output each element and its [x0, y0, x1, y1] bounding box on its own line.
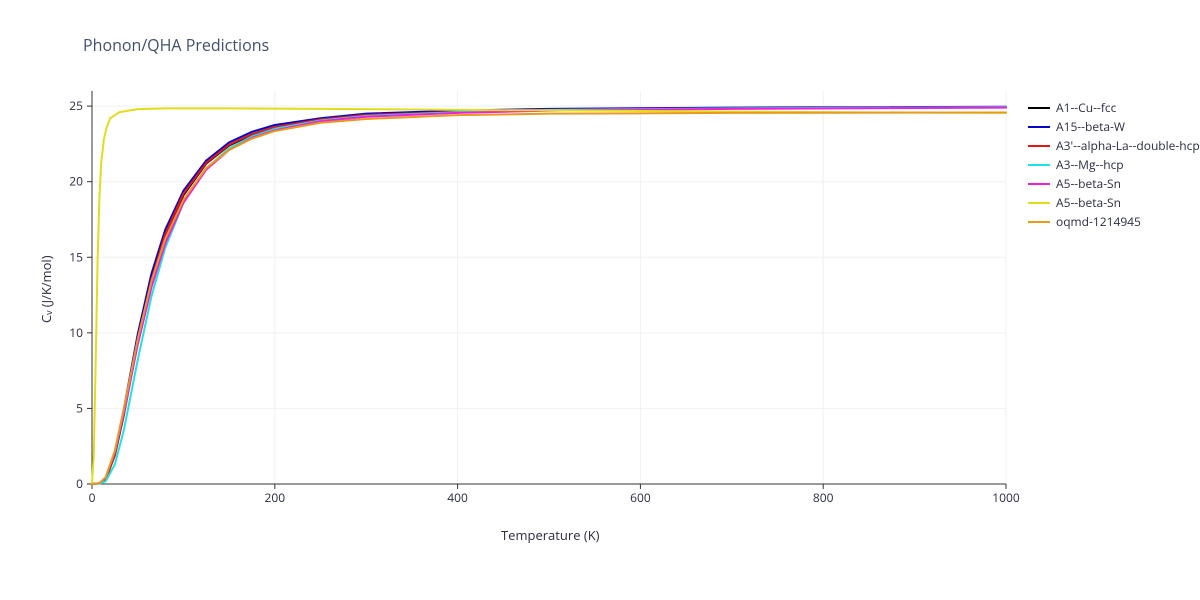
- legend-label: oqmd-1214945: [1056, 213, 1141, 230]
- legend-swatch: [1028, 183, 1050, 185]
- chart-legend: A1--Cu--fcc A15--beta-W A3'--alpha-La--dou…: [1028, 98, 1200, 231]
- legend-label: A1--Cu--fcc: [1056, 99, 1116, 116]
- legend-swatch: [1028, 164, 1050, 166]
- svg-text:1000: 1000: [992, 489, 1020, 506]
- legend-swatch: [1028, 126, 1050, 128]
- legend-label: A3--Mg--hcp: [1056, 156, 1124, 173]
- svg-text:20: 20: [69, 173, 83, 190]
- legend-item[interactable]: A5--beta-Sn: [1028, 193, 1200, 212]
- legend-label: A3'--alpha-La--double-hcp: [1056, 137, 1200, 154]
- legend-swatch: [1028, 107, 1050, 109]
- svg-text:10: 10: [69, 324, 83, 341]
- legend-item[interactable]: oqmd-1214945: [1028, 212, 1200, 231]
- legend-item[interactable]: A3--Mg--hcp: [1028, 155, 1200, 174]
- svg-text:0: 0: [89, 489, 96, 506]
- legend-swatch: [1028, 145, 1050, 147]
- svg-text:0: 0: [76, 475, 83, 492]
- legend-swatch: [1028, 221, 1050, 223]
- chart-plot-area: 0 200 400 600 800 1000 0 5 10 15 20 25: [0, 0, 1200, 600]
- legend-item[interactable]: A15--beta-W: [1028, 117, 1200, 136]
- svg-text:15: 15: [69, 248, 83, 265]
- legend-item[interactable]: A5--beta-Sn: [1028, 174, 1200, 193]
- svg-text:600: 600: [630, 489, 651, 506]
- legend-label: A5--beta-Sn: [1056, 194, 1121, 211]
- svg-text:200: 200: [265, 489, 286, 506]
- legend-swatch: [1028, 202, 1050, 204]
- svg-text:5: 5: [76, 399, 83, 416]
- svg-text:400: 400: [447, 489, 468, 506]
- svg-text:25: 25: [69, 97, 83, 114]
- legend-label: A15--beta-W: [1056, 118, 1125, 135]
- svg-text:800: 800: [813, 489, 834, 506]
- legend-item[interactable]: A3'--alpha-La--double-hcp: [1028, 136, 1200, 155]
- legend-item[interactable]: A1--Cu--fcc: [1028, 98, 1200, 117]
- legend-label: A5--beta-Sn: [1056, 175, 1121, 192]
